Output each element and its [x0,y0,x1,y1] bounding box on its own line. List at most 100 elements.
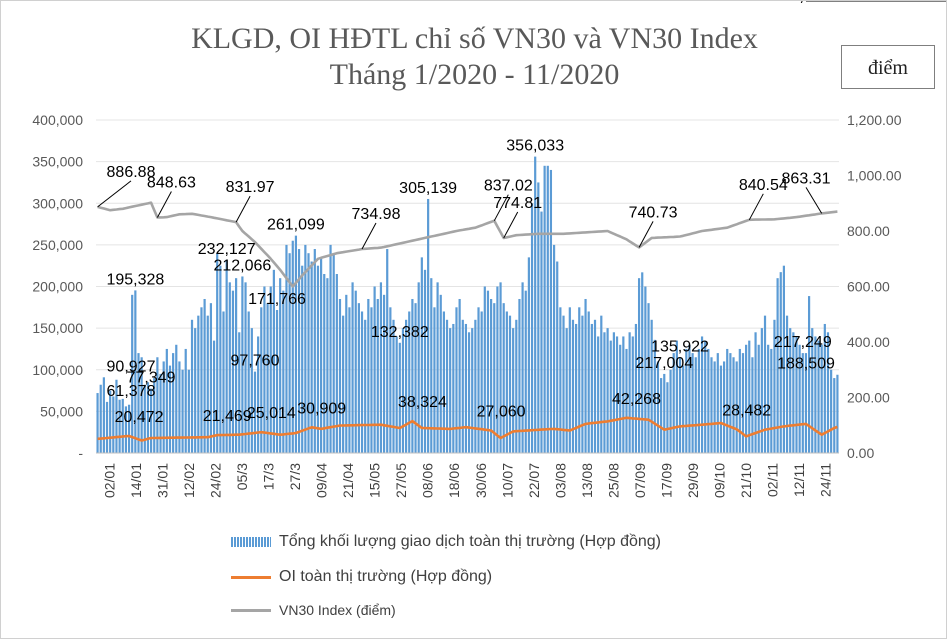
volume-bar [669,369,672,453]
volume-bar [212,340,216,453]
bar-data-label: 356,033 [506,138,564,155]
left-axis-tick-label: 300,000 [32,195,83,211]
volume-bar [335,274,338,453]
bar-data-label: 97,760 [231,353,280,370]
x-tick-label: 22/07 [526,463,542,498]
volume-bar [556,261,559,453]
x-tick-label: 24/02 [207,463,223,498]
volume-bar [382,294,386,453]
volume-bar [600,315,603,453]
volume-bar [244,282,247,453]
volume-bar [625,348,628,453]
volume-bar [222,311,225,453]
volume-bar [398,342,401,453]
vn30-label-leader [503,211,519,239]
volume-bar [332,253,335,453]
axes: 400,000 350,000 300,000 250,000 200,000 150,0… [32,112,901,498]
volume-bar [118,399,121,453]
volume-bar [660,378,663,453]
volume-bar [338,298,342,453]
volume-bar [184,348,187,453]
volume-bar [603,332,606,453]
vn30-label-leader [361,222,377,250]
volume-bar [439,294,442,453]
volume-bar [804,353,808,453]
volume-bar [395,336,398,453]
volume-bar [291,240,294,453]
chart-title-line-2: Tháng 1/2020 - 11/2020 [329,58,620,91]
volume-bar [364,319,367,453]
right-axis-tick-label: 400.00 [847,334,890,350]
x-tick-label: 30/06 [473,463,489,498]
volume-bar [754,332,757,453]
volume-bar [297,249,301,453]
volume-bar [499,282,502,453]
volume-bar [247,311,250,453]
x-tick-label: 09/04 [314,463,330,498]
volume-bar [112,396,115,453]
left-axis-tick-label: 100,000 [32,362,83,378]
legend-swatch-bar [231,537,271,547]
volume-bar [546,165,549,454]
volume-bar [830,369,833,453]
volume-bar [326,278,329,453]
x-tick-label: 31/01 [154,463,170,498]
volume-bar [549,169,553,453]
volume-bar [146,382,150,453]
volume-bar [389,307,392,453]
volume-bar [543,165,546,454]
volume-bar [436,282,439,453]
vn30-label-leader [493,194,509,221]
volume-bar [726,348,729,453]
volume-bar [272,269,275,453]
legend-item-volume: Tổng khối lượng giao dịch toàn thị trườn… [231,533,661,551]
volume-bar [515,319,518,453]
volume-bar [480,311,483,453]
volume-bar [149,388,153,453]
volume-bar [427,198,430,453]
volume-bar [342,315,345,453]
volume-bar [486,290,490,453]
volume-bar [814,336,817,453]
volume-bar [282,290,285,453]
x-tick-label: 12/02 [181,463,197,498]
volume-bar [502,303,505,453]
volume-bar [294,235,298,453]
x-tick-label: 18/06 [446,463,462,498]
volume-bar [590,323,593,453]
x-tick-label: 21/04 [340,463,356,498]
volume-bar [757,344,760,453]
volume-bar [685,348,688,453]
volume-bar [559,307,562,453]
volume-bar [694,357,697,453]
volume-bar [197,315,200,453]
bar-data-label: 217,249 [774,334,832,351]
x-tick-label: 12/11 [791,463,807,497]
volume-bar [722,361,726,453]
x-tick-label: 17/3 [260,463,276,490]
volume-bar [606,328,609,454]
volume-bar [593,319,597,453]
oi-data-label: 20,472 [115,409,164,426]
volume-bar [578,307,581,453]
bar-data-label: 305,139 [399,180,457,197]
volume-bar [634,323,638,453]
volume-bar [143,384,146,453]
volume-bar [360,311,364,453]
volume-bar [405,319,408,453]
volume-bar [414,303,417,453]
x-tick-label: 27/3 [287,463,303,490]
volume-bar [206,315,209,453]
left-axis-tick-label: 400,000 [32,112,83,128]
oi-data-label: 30,909 [297,400,346,417]
volume-bar [408,311,411,453]
bar-data-label: 135,922 [651,338,709,355]
volume-bar [266,303,269,453]
legend-label-volume: Tổng khối lượng giao dịch toàn thị trườn… [279,533,661,550]
volume-bar [231,290,235,453]
legend-swatch-vn30 [231,608,271,612]
bar-data-label: 188,509 [777,356,835,373]
volume-bar [785,315,789,453]
volume-bars [96,156,839,454]
